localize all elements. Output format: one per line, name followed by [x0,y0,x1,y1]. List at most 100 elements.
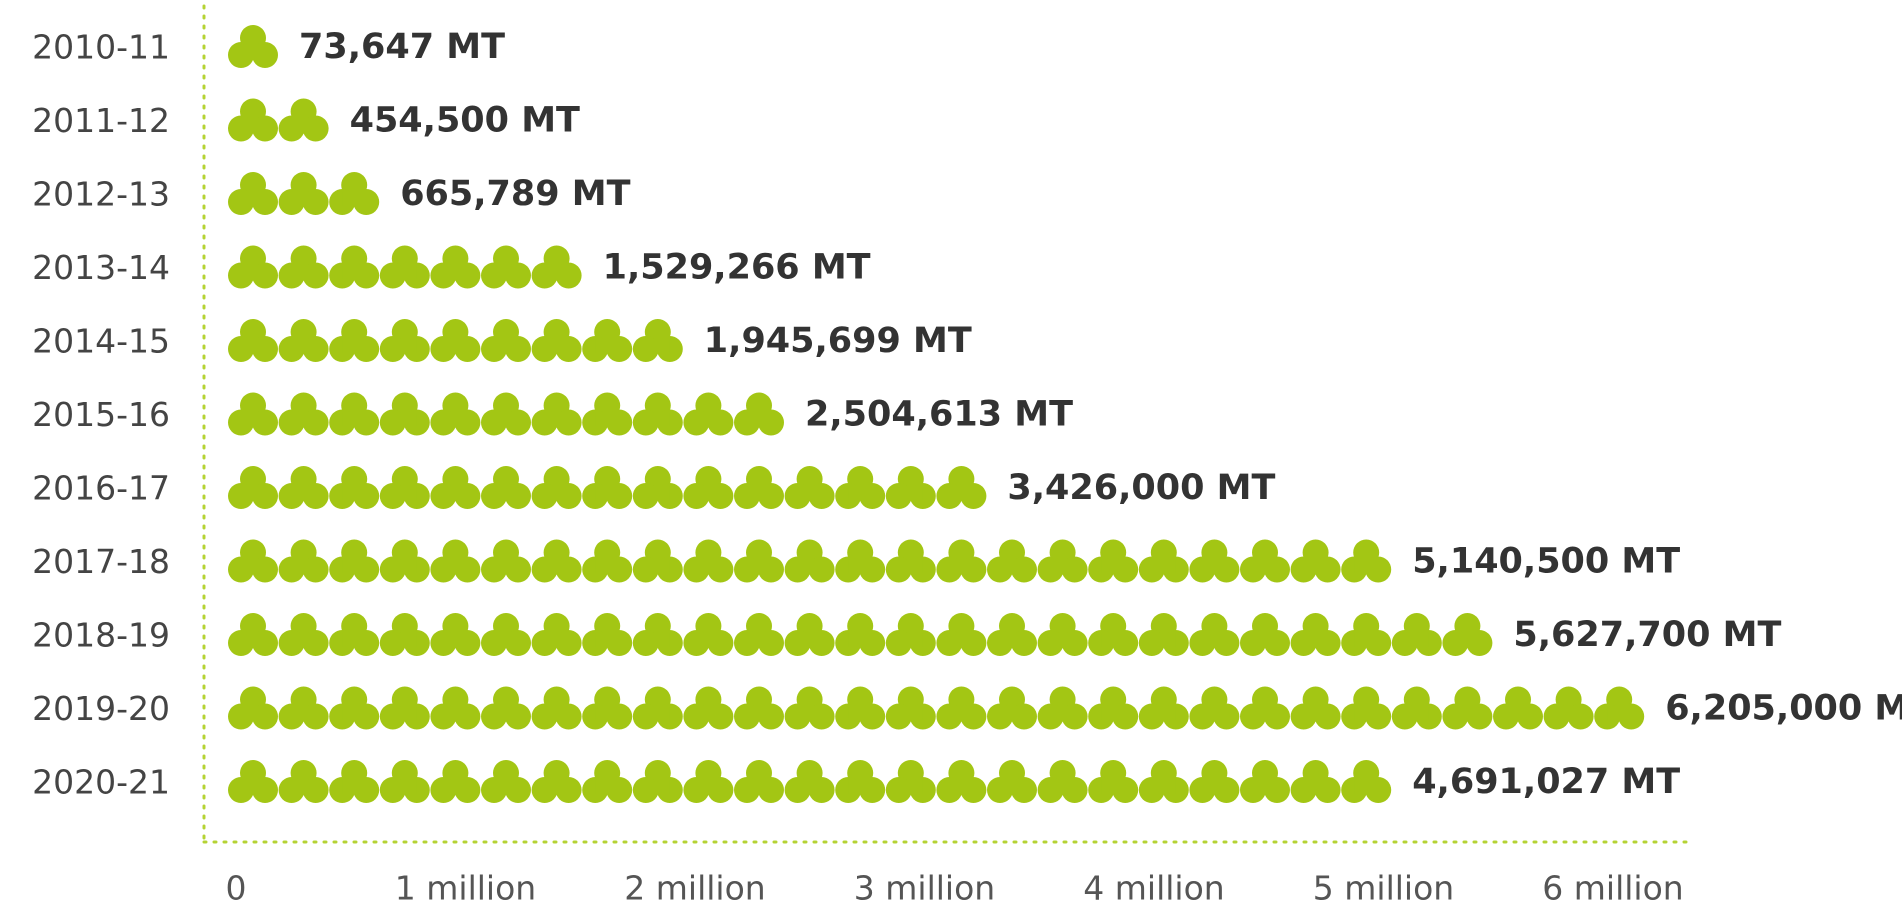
cotton-boll-icon [228,319,278,362]
cotton-boll-icon [531,466,582,509]
category-label: 2020-21 [32,763,170,802]
cotton-boll-icon [1341,613,1392,656]
cotton-boll-icon [531,613,582,656]
cotton-boll-icon [734,539,784,583]
cotton-boll-icon [228,686,278,730]
cotton-boll-icon [1240,539,1290,583]
cotton-boll-icon [379,613,430,656]
cotton-boll-icon [1189,539,1240,583]
cotton-boll-icon [734,613,784,656]
cotton-boll-icon [531,392,582,436]
chart-row-2017-18: 2017-18 5,140,500 MT [32,539,1680,583]
cotton-boll-icon [329,686,380,730]
chart-row-2018-19: 2018-19 5,627,700 MT [32,613,1781,656]
cotton-boll-icon [582,466,633,509]
cotton-boll-icon [278,613,329,656]
value-label: 665,789 MT [400,174,630,214]
chart-row-2013-14: 2013-14 1,529,266 MT [32,245,871,289]
cotton-boll-icon [1391,613,1442,656]
cotton-boll-icon [936,760,987,803]
cotton-boll-icon [683,539,734,583]
cotton-boll-icon [278,760,329,803]
cotton-boll-icon [379,392,430,436]
chart-row-2016-17: 2016-17 3,426,000 MT [32,466,1275,509]
cotton-boll-icon [1189,686,1240,730]
cotton-boll-icon [1543,686,1594,730]
cotton-boll-icon [329,466,380,509]
cotton-boll-icon [885,760,936,803]
category-label: 2012-13 [32,175,170,214]
chart-row-2020-21: 2020-21 4,691,027 MT [32,760,1680,803]
cotton-boll-icon [1189,613,1240,656]
cotton-boll-icon [835,466,886,509]
value-label: 1,529,266 MT [603,248,871,288]
cotton-boll-icon [1088,613,1139,656]
cotton-boll-icon [784,613,835,656]
cotton-boll-icon [228,392,278,436]
cotton-boll-icon [1442,686,1493,730]
cotton-boll-icon [632,686,683,730]
cotton-boll-icon [683,466,734,509]
cotton-boll-icon [885,613,936,656]
cotton-boll-icon [228,613,278,656]
cotton-boll-icon [531,245,582,289]
x-tick-label: 0 [226,869,247,905]
cotton-boll-icon [734,466,784,509]
cotton-boll-icon [1037,613,1088,656]
cotton-boll-icon [632,539,683,583]
cotton-boll-icon [379,245,430,289]
cotton-boll-icon [1493,686,1543,730]
chart-row-2015-16: 2015-16 2,504,613 MT [32,392,1073,436]
category-label: 2016-17 [32,469,170,508]
cotton-boll-icon [531,319,582,362]
cotton-boll-icon [430,392,481,436]
cotton-boll-icon [481,466,531,509]
cotton-boll-icon [278,392,329,436]
chart-row-2010-11: 2010-11 73,647 MT [32,25,505,68]
cotton-boll-icon [1290,686,1341,730]
cotton-boll-icon [683,613,734,656]
cotton-boll-icon [987,686,1037,730]
cotton-boll-icon [379,319,430,362]
category-label: 2011-12 [32,101,170,140]
value-label: 4,691,027 MT [1412,762,1680,802]
x-tick-label: 1 million [395,869,536,905]
value-label: 73,647 MT [299,27,505,67]
cotton-boll-icon [1594,686,1645,730]
cotton-boll-icon [734,686,784,730]
cotton-boll-icon [430,539,481,583]
cotton-boll-icon [228,466,278,509]
cotton-boll-icon [1391,686,1442,730]
x-tick-label: 4 million [1083,869,1224,905]
cotton-boll-icon [228,539,278,583]
cotton-boll-icon [885,466,936,509]
x-tick-label: 3 million [854,869,995,905]
value-label: 3,426,000 MT [1007,468,1275,508]
cotton-boll-icon [278,172,329,215]
cotton-boll-icon [936,686,987,730]
value-label: 1,945,699 MT [704,321,972,361]
value-label: 5,140,500 MT [1412,542,1680,582]
cotton-boll-icon [430,466,481,509]
cotton-boll-icon [481,392,531,436]
cotton-boll-icon [784,539,835,583]
cotton-boll-icon [228,172,278,215]
cotton-boll-icon [329,392,380,436]
cotton-boll-icon [582,686,633,730]
cotton-boll-icon [1290,539,1341,583]
x-tick-label: 5 million [1313,869,1454,905]
cotton-boll-icon [1088,539,1139,583]
cotton-boll-icon [1189,760,1240,803]
cotton-boll-icon [734,392,784,436]
cotton-boll-icon [582,319,633,362]
category-label: 2013-14 [32,248,170,287]
cotton-boll-icon [481,539,531,583]
cotton-boll-icon [481,319,531,362]
x-axis-ticks: 0 1 million 2 million 3 million 4 million 5 m… [226,869,1684,905]
cotton-boll-icon [1138,760,1189,803]
cotton-boll-icon [1240,613,1290,656]
cotton-boll-icon [582,760,633,803]
value-label: 2,504,613 MT [805,395,1073,435]
x-tick-label: 6 million [1542,869,1683,905]
